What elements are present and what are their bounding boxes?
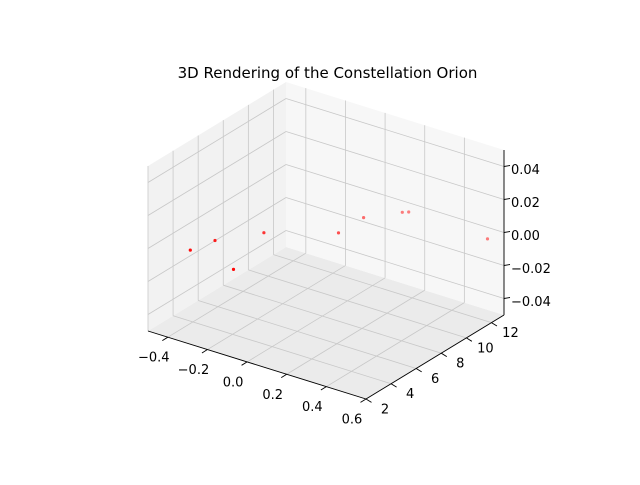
z-grid-back	[285, 98, 505, 167]
x-tick-label: 0.2	[262, 388, 283, 403]
z-tick-mark	[503, 297, 511, 299]
scatter-point	[400, 210, 404, 214]
z-grid-back	[285, 131, 505, 200]
x-grid-floor	[207, 265, 346, 350]
y-tick-mark	[415, 368, 422, 373]
y-tick-label: 4	[406, 387, 414, 402]
z-tick-label: 0.02	[511, 196, 540, 211]
scatter-point	[188, 248, 192, 252]
z-tick-mark	[503, 231, 511, 233]
scatter-point	[485, 237, 490, 241]
y-tick-label: 6	[431, 372, 439, 387]
z-grid-left	[147, 164, 287, 249]
z-tick-label: −0.02	[511, 262, 551, 277]
scatter-point	[231, 267, 236, 271]
scatter-point	[407, 210, 411, 214]
x-tick-label: −0.4	[138, 351, 170, 366]
scatter-point	[362, 216, 366, 220]
z-tick-mark	[503, 165, 511, 167]
z-grid-back	[285, 230, 505, 299]
scatter-point	[336, 231, 341, 235]
x-tick-label: −0.2	[178, 363, 210, 378]
x-tick-mark	[162, 336, 169, 341]
y-grid-floor	[198, 300, 417, 369]
x-tick-mark	[201, 349, 208, 354]
scatter-point	[262, 231, 266, 235]
y-tick-label: 10	[477, 341, 494, 356]
z-grid-left	[147, 131, 287, 216]
x-tick-mark	[280, 373, 287, 379]
x-tick-mark	[241, 361, 248, 366]
y-axis-line	[365, 314, 505, 400]
x-grid-floor	[326, 302, 465, 387]
x-grid-floor	[167, 252, 307, 338]
floor-pane	[148, 247, 504, 399]
y-grid-floor	[172, 315, 392, 385]
z-tick-label: −0.04	[511, 295, 551, 310]
y-tick-label: 2	[381, 403, 389, 418]
x-axis-line	[147, 330, 367, 400]
y-grid-floor	[223, 284, 442, 354]
z-tick-label: 0.00	[511, 229, 540, 244]
x-grid-floor	[246, 277, 386, 363]
x-tick-mark	[360, 398, 367, 403]
x-tick-label: 0.6	[342, 413, 363, 428]
y-grid-floor	[248, 269, 467, 339]
y-grid-floor	[273, 254, 492, 324]
y-tick-label: 12	[502, 326, 519, 341]
y-tick-mark	[441, 352, 448, 357]
z-tick-mark	[503, 198, 511, 200]
x-tick-label: 0.4	[302, 400, 323, 415]
scatter-point	[213, 238, 217, 243]
z-grid-back	[285, 197, 505, 266]
z-grid-back	[285, 164, 505, 233]
x-tick-mark	[320, 386, 327, 391]
y-tick-mark	[365, 398, 372, 403]
z-tick-mark	[503, 264, 511, 266]
chart-title: 3D Rendering of the Constellation Orion	[177, 64, 478, 82]
y-tick-mark	[466, 337, 473, 342]
z-grid-left	[147, 98, 287, 183]
x-tick-label: 0.0	[223, 375, 244, 390]
x-grid-floor	[286, 289, 425, 375]
z-grid-left	[147, 230, 287, 315]
y-tick-mark	[390, 383, 397, 388]
z-tick-label: 0.04	[511, 163, 540, 178]
y-tick-label: 8	[456, 357, 464, 372]
y-tick-mark	[491, 322, 498, 327]
z-grid-left	[147, 197, 287, 282]
